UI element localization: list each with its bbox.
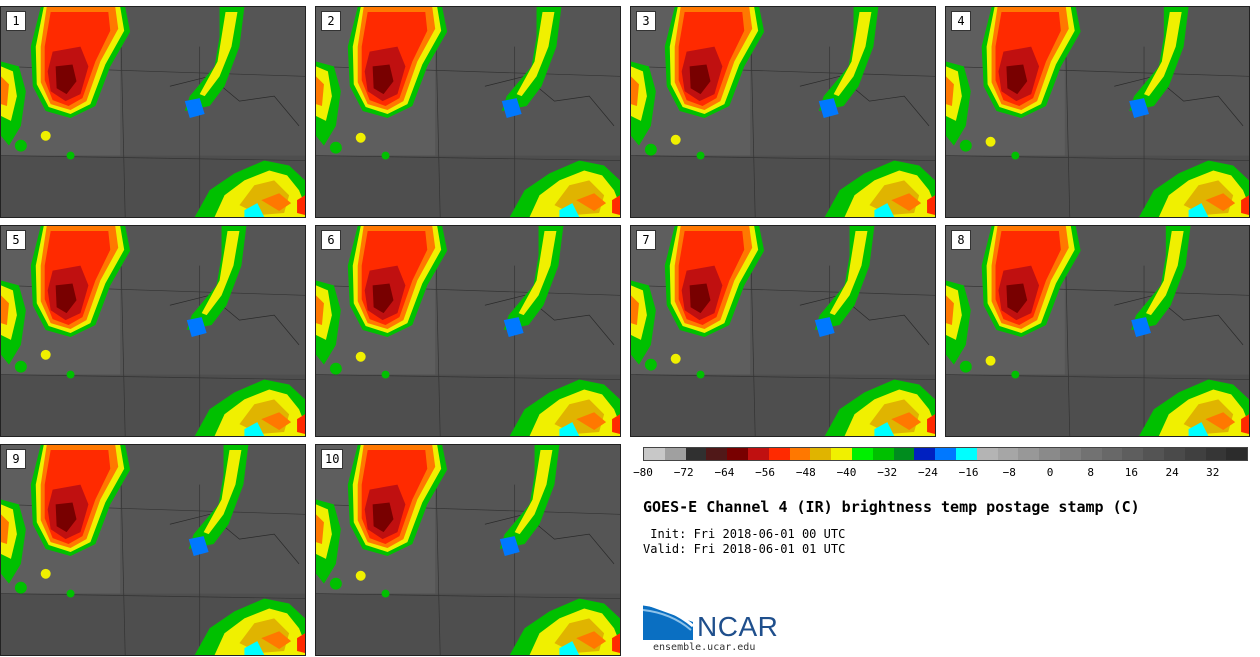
valid-time: Valid: Fri 2018-06-01 01 UTC xyxy=(643,542,846,556)
satellite-ir-image xyxy=(631,7,935,217)
colorbar-segment xyxy=(997,448,1019,460)
colorbar-segment xyxy=(1080,448,1102,460)
colorbar-segment xyxy=(955,448,977,460)
colorbar-segment xyxy=(1039,448,1060,460)
panel-number: 7 xyxy=(636,230,656,250)
colorbar-tick-label: −16 xyxy=(958,466,979,479)
panel-number: 2 xyxy=(321,11,341,31)
colorbar-tick-label: 24 xyxy=(1165,466,1179,479)
init-time: Init: Fri 2018-06-01 00 UTC xyxy=(643,527,846,541)
colorbar-segment xyxy=(1205,448,1227,460)
colorbar-segment xyxy=(914,448,936,460)
postage-stamp-panel: 5 xyxy=(0,225,306,437)
site-url: ensemble.ucar.edu xyxy=(653,642,756,653)
colorbar-segment xyxy=(872,448,894,460)
colorbar-segment xyxy=(1163,448,1185,460)
colorbar-segment xyxy=(935,448,956,460)
colorbar-segment xyxy=(789,448,811,460)
colorbar-segment xyxy=(664,448,686,460)
satellite-ir-image xyxy=(1,226,305,436)
satellite-ir-image xyxy=(1,7,305,217)
postage-stamp-panel: 10 xyxy=(315,444,621,656)
colorbar-segment xyxy=(727,448,748,460)
colorbar-tick-label: −24 xyxy=(917,466,938,479)
colorbar-segment xyxy=(851,448,873,460)
satellite-ir-image xyxy=(946,226,1249,436)
panel-number: 6 xyxy=(321,230,341,250)
postage-stamp-panel: 1 xyxy=(0,6,306,218)
postage-stamp-panel: 3 xyxy=(630,6,936,218)
panel-number: 8 xyxy=(951,230,971,250)
satellite-ir-image xyxy=(946,7,1249,217)
colorbar-tick-labels: −80 −72 −64 −56 −48 −40 −32 −24 −16 −8 0 8 16 24 32 xyxy=(633,466,1248,480)
colorbar-tick-label: −56 xyxy=(755,466,776,479)
colorbar-tick-label: −72 xyxy=(673,466,694,479)
colorbar-segment xyxy=(1184,448,1206,460)
colorbar-tick-label: 16 xyxy=(1124,466,1139,479)
colorbar-segment xyxy=(1018,448,1040,460)
colorbar-segment xyxy=(768,448,790,460)
colorbar-segment xyxy=(1122,448,1144,460)
ncar-logo-icon xyxy=(643,602,694,640)
colorbar-tick-label: −64 xyxy=(714,466,735,479)
colorbar-segment xyxy=(1101,448,1123,460)
colorbar-segment xyxy=(747,448,769,460)
logo-text: NCAR xyxy=(697,611,779,642)
colorbar-tick-label: 8 xyxy=(1087,466,1094,479)
postage-stamp-panel: 7 xyxy=(630,225,936,437)
colorbar-tick-label: 0 xyxy=(1046,466,1054,479)
colorbar-tick-label: −8 xyxy=(1002,466,1016,479)
colorbar-segment xyxy=(831,448,852,460)
postage-stamp-panel: 2 xyxy=(315,6,621,218)
postage-stamp-panel: 6 xyxy=(315,225,621,437)
postage-stamp-panel: 9 xyxy=(0,444,306,656)
panel-number: 3 xyxy=(636,11,656,31)
colorbar-tick-label: 32 xyxy=(1206,466,1220,479)
colorbar-segment xyxy=(893,448,915,460)
colorbar-segment xyxy=(976,448,998,460)
satellite-ir-image xyxy=(631,226,935,436)
figure-title: GOES-E Channel 4 (IR) brightness temp po… xyxy=(643,498,1140,516)
colorbar-segment xyxy=(1059,448,1081,460)
colorbar xyxy=(643,447,1248,461)
colorbar-segment xyxy=(706,448,728,460)
colorbar-segment xyxy=(644,448,665,460)
colorbar-tick-label: −32 xyxy=(877,466,898,479)
panel-number: 9 xyxy=(6,449,26,469)
panel-number: 5 xyxy=(6,230,26,250)
satellite-ir-image xyxy=(1,445,305,655)
satellite-ir-image xyxy=(316,226,620,436)
panel-number: 10 xyxy=(321,449,344,469)
postage-stamp-panel: 8 xyxy=(945,225,1250,437)
panel-number: 4 xyxy=(951,11,971,31)
satellite-ir-image xyxy=(316,445,620,655)
panel-number: 1 xyxy=(6,11,26,31)
colorbar-segment xyxy=(1226,448,1248,460)
colorbar-segment xyxy=(685,448,707,460)
colorbar-tick-label: −80 xyxy=(633,466,653,479)
postage-stamp-panel: 4 xyxy=(945,6,1250,218)
colorbar-tick-label: −40 xyxy=(836,466,857,479)
colorbar-segment xyxy=(810,448,832,460)
satellite-ir-image xyxy=(316,7,620,217)
colorbar-tick-label: −48 xyxy=(795,466,816,479)
colorbar-segment xyxy=(1143,448,1164,460)
